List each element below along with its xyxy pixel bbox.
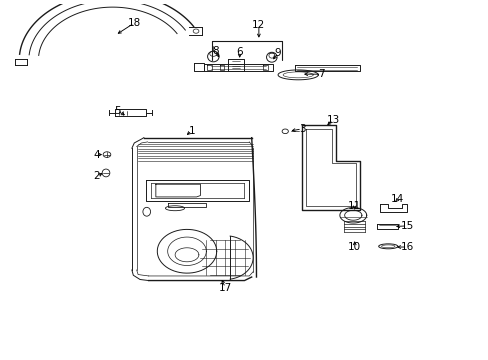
Text: 6: 6: [236, 47, 243, 57]
Text: 16: 16: [400, 242, 413, 252]
Text: 2: 2: [93, 171, 100, 181]
Text: 4: 4: [93, 150, 100, 159]
Text: 11: 11: [347, 202, 361, 211]
Text: 9: 9: [274, 48, 281, 58]
Text: 12: 12: [252, 20, 265, 30]
Text: 18: 18: [127, 18, 141, 28]
Text: 15: 15: [400, 221, 413, 231]
Text: 7: 7: [317, 69, 324, 79]
Text: 5: 5: [114, 106, 121, 116]
Text: 13: 13: [326, 115, 339, 125]
Text: 14: 14: [390, 194, 404, 204]
Text: 10: 10: [347, 242, 361, 252]
Text: 8: 8: [212, 46, 219, 56]
Text: 1: 1: [188, 126, 195, 136]
Text: 17: 17: [218, 283, 231, 293]
Text: 3: 3: [298, 124, 305, 134]
